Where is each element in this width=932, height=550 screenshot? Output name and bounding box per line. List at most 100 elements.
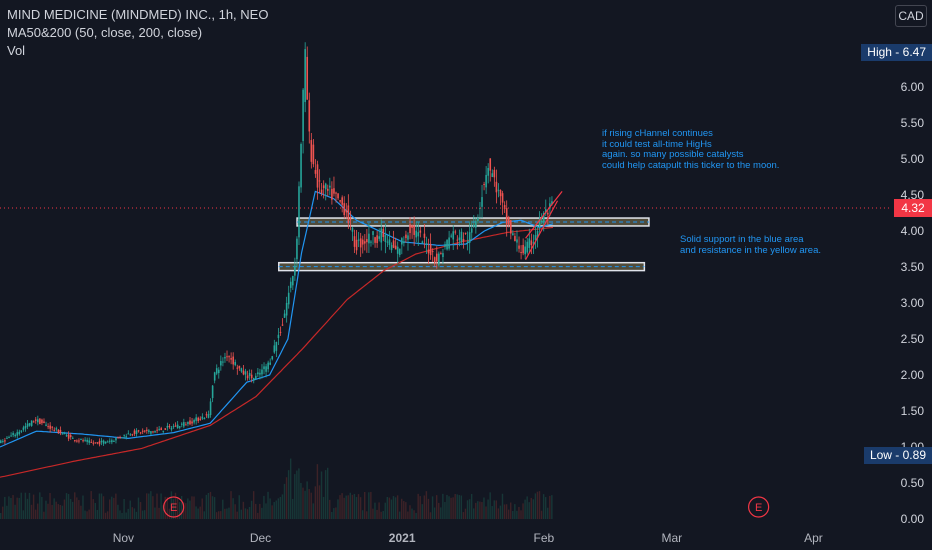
candle-body: [378, 236, 380, 239]
candle-body: [269, 362, 272, 365]
candle-body: [67, 434, 70, 439]
candle-body: [47, 426, 49, 428]
candle-body: [127, 433, 130, 435]
volume-bar: [183, 502, 185, 519]
volume-bar: [76, 497, 78, 519]
candle-body: [4, 440, 6, 442]
candle-body: [368, 233, 370, 244]
volume-bar: [57, 504, 59, 519]
volume-bar: [67, 494, 70, 519]
candle-body: [141, 430, 144, 432]
volume-bar: [547, 507, 549, 519]
currency-button[interactable]: CAD: [895, 5, 927, 27]
candle-body: [452, 231, 455, 240]
volume-bar: [279, 496, 282, 519]
candle-body: [271, 356, 274, 360]
ma-indicator-label[interactable]: MA50&200 (50, close, 200, close): [7, 25, 203, 40]
volume-bar: [308, 489, 310, 519]
candle-body: [382, 228, 385, 238]
candle-body: [172, 426, 175, 428]
candle-body: [242, 370, 245, 375]
candle-body: [195, 417, 197, 421]
volume-bar: [483, 497, 485, 519]
candle-body: [96, 442, 99, 444]
volume-bar: [166, 497, 168, 519]
candle-body: [178, 426, 181, 428]
candle-body: [84, 439, 86, 441]
volume-bar: [78, 500, 80, 519]
volume-bar: [259, 503, 261, 519]
volume-bar: [119, 510, 121, 519]
candle-body: [423, 233, 426, 238]
volume-bar: [466, 500, 469, 519]
volume-bar: [37, 503, 39, 519]
volume-bar: [491, 506, 493, 519]
candle-body: [483, 183, 485, 185]
y-tick-label: 1.50: [901, 404, 925, 418]
volume-bar: [193, 496, 195, 519]
candle-body: [409, 224, 411, 233]
volume-bar: [102, 496, 105, 519]
candle-body: [234, 362, 237, 366]
candle-body: [510, 220, 512, 234]
volume-bar: [366, 511, 368, 519]
candle-body: [536, 231, 539, 238]
volume-bar: [477, 501, 479, 519]
volume-bar: [516, 510, 518, 519]
candle-body: [113, 440, 115, 442]
y-tick-label: 0.50: [901, 476, 925, 490]
candle-body: [250, 374, 253, 379]
volume-bar: [53, 498, 55, 519]
candle-body: [444, 244, 446, 247]
candle-body: [296, 238, 298, 260]
candle-body: [388, 239, 391, 246]
candle-body: [0, 440, 2, 444]
volume-bar: [409, 505, 411, 519]
candle-body: [125, 436, 128, 438]
volume-bar: [170, 491, 173, 519]
candle-body: [300, 143, 302, 188]
volume-bar: [481, 502, 483, 519]
candle-body: [222, 361, 224, 363]
candle-body: [61, 433, 64, 435]
volume-bar: [45, 500, 47, 519]
candle-body: [55, 428, 58, 430]
candle-body: [374, 237, 376, 243]
volume-bar: [222, 499, 224, 519]
candle-body: [460, 231, 463, 243]
volume-indicator-label[interactable]: Vol: [7, 43, 26, 58]
volume-bar: [281, 494, 284, 519]
candle-body: [433, 257, 436, 263]
channel-annotation[interactable]: if rising cHannel continues it could tes…: [602, 128, 780, 171]
candle-body: [220, 361, 222, 366]
volume-bar: [380, 511, 382, 519]
support-annotation[interactable]: Solid support in the blue area and resis…: [680, 234, 821, 256]
x-tick-label: Feb: [533, 531, 554, 545]
candle-body: [115, 437, 117, 441]
volume-bar: [384, 502, 386, 519]
volume-bar: [191, 496, 193, 519]
volume-bar: [39, 492, 41, 519]
volume-bar: [485, 506, 487, 519]
candle-body: [466, 241, 469, 243]
candle-body: [335, 192, 337, 194]
candle-body: [524, 246, 527, 255]
volume-bar: [28, 492, 31, 519]
volume-bar: [333, 508, 335, 519]
volume-bar: [423, 495, 426, 519]
volume-bar: [8, 496, 10, 519]
volume-bar: [370, 491, 372, 519]
volume-bar: [507, 509, 510, 519]
candle-body: [129, 434, 132, 436]
candle-body: [168, 426, 171, 428]
candle-body: [244, 371, 247, 375]
y-tick-label: 0.00: [901, 512, 925, 526]
channel-lower-line: [525, 200, 559, 261]
candle-body: [298, 186, 300, 238]
candle-body: [53, 429, 56, 431]
candle-body: [78, 440, 80, 442]
volume-bar: [226, 508, 228, 519]
candle-body: [263, 366, 265, 370]
volume-bar: [452, 497, 454, 519]
